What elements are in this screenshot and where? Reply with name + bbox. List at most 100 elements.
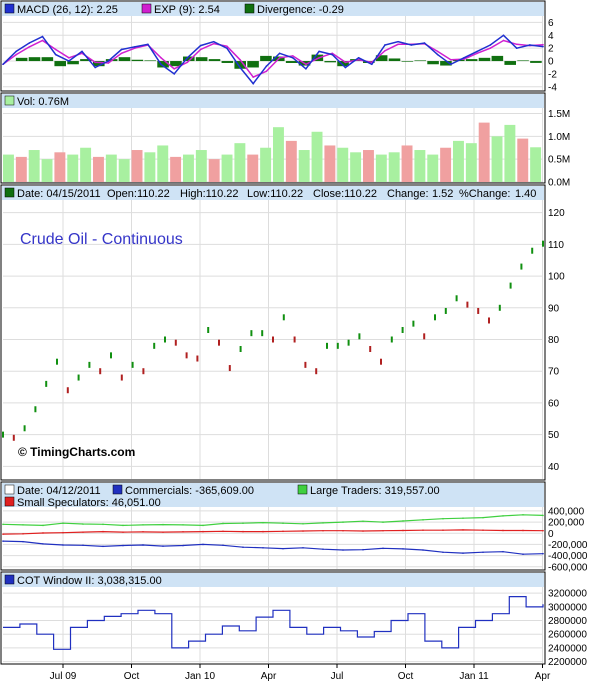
small-speculators-line-point (522, 529, 524, 532)
divergence-bar (414, 60, 426, 62)
price-tick-label: 90 (548, 303, 560, 314)
small-speculators-line-point (202, 530, 204, 533)
large-label: Large Traders: 319,557.00 (310, 485, 440, 497)
commercials-line-point (302, 546, 304, 549)
divergence-bar (285, 61, 298, 63)
volume-bar (273, 127, 284, 182)
x-axis-label: Oct (124, 671, 140, 682)
price-header (2, 186, 544, 200)
cot-date-swatch (4, 484, 15, 495)
commercials-line-point (22, 540, 24, 543)
commercials-line-point (262, 546, 264, 549)
macd-tick-label: 0 (548, 57, 554, 68)
small-speculators-line-point (142, 531, 144, 533)
divergence-bar (118, 57, 131, 62)
cot-tick-label: -200,000 (548, 540, 588, 551)
volume-bar (3, 154, 14, 182)
volume-bar (260, 147, 272, 182)
divergence-bar (337, 61, 349, 67)
price-tick-label: 70 (548, 367, 560, 378)
small-speculators-line-point (542, 529, 544, 532)
divergence-bar (157, 61, 169, 68)
volume-bar (234, 143, 246, 182)
volume-bar (311, 131, 323, 182)
commercials-line-point (462, 552, 464, 554)
price-tick-label: 60 (548, 398, 560, 409)
volume-bar (208, 159, 220, 182)
large-traders-line-point (42, 524, 44, 527)
macd-line-point (278, 52, 281, 55)
volume-bar (530, 147, 542, 182)
small-swatch (4, 496, 15, 507)
volume-bar (41, 159, 53, 182)
small-speculators-line-point (342, 529, 344, 532)
divergence-bar (427, 61, 439, 65)
large-traders-line-point (422, 519, 424, 521)
macd-line-point (120, 48, 123, 51)
exp-line-point (278, 57, 281, 59)
macd-tick-label: 6 (548, 18, 554, 29)
macd-line-point (68, 60, 70, 62)
divergence-bar (375, 55, 388, 62)
macd-line-point (212, 40, 215, 43)
volume-bar (221, 154, 233, 182)
commercials-line-point (202, 543, 204, 546)
small-speculators-line-point (262, 530, 264, 533)
exp-line-point (265, 70, 268, 73)
cot-window-label: COT Window II: 3,038,315.00 (17, 575, 162, 587)
commercials-line (2, 540, 544, 555)
exp-line-point (28, 46, 31, 48)
small-speculators-line-point (82, 531, 84, 533)
large-traders-line-point (162, 523, 164, 526)
volume-bar (54, 152, 66, 182)
exp-line-point (357, 58, 360, 61)
exp-line-point (94, 61, 96, 64)
divergence-bar (517, 60, 529, 62)
price-tick-label: 100 (548, 272, 565, 283)
large-traders-line-point (182, 524, 184, 526)
commercials-line-point (102, 545, 104, 548)
volume-bar (80, 147, 92, 182)
volume-bar (183, 154, 194, 182)
vol-swatch (4, 95, 15, 106)
exp-line-point (489, 47, 492, 49)
divergence-bar (388, 58, 401, 62)
commercials-line-point (82, 544, 84, 547)
large-traders-line-point (302, 522, 304, 525)
large-traders-line-point (202, 524, 204, 527)
divergence-bar (144, 60, 156, 62)
divergence-bar (195, 57, 208, 62)
macd-tick-label: 2 (548, 44, 554, 55)
price-pct-value: 1.40 (515, 188, 536, 200)
large-traders-line-point (542, 514, 544, 517)
exp-line-point (120, 52, 123, 55)
commercials-line-point (362, 548, 364, 551)
macd-line-point (331, 53, 334, 56)
volume-bar (247, 154, 259, 182)
cot-window-tick-label: 2200000 (548, 657, 587, 668)
divergence-bar (15, 57, 28, 62)
commercials-label: Commercials: -365,609.00 (125, 485, 254, 497)
cot-window-line (3, 596, 544, 650)
macd-swatch (4, 3, 15, 14)
volume-bar (93, 156, 104, 182)
macd-tick-label: -4 (548, 82, 557, 93)
macd-line-point (397, 40, 399, 43)
divergence-bar (478, 57, 491, 62)
exp-line-point (199, 48, 202, 51)
commercials-line-point (222, 544, 224, 547)
macd-line-point (384, 44, 386, 46)
large-traders-line-point (262, 521, 264, 524)
divergence-bar (260, 55, 272, 62)
exp-line-point (502, 39, 505, 42)
exp-line-point (252, 76, 255, 78)
small-speculators-line-point (242, 530, 244, 533)
volume-bar (195, 150, 207, 182)
volume-bar (170, 156, 182, 182)
small-speculators-line-point (442, 529, 444, 531)
small-speculators-line-point (422, 529, 424, 531)
price-swatch (4, 187, 15, 198)
price-tick-label: 120 (548, 208, 565, 219)
exp-line-point (318, 57, 320, 59)
volume-bar (285, 140, 297, 182)
